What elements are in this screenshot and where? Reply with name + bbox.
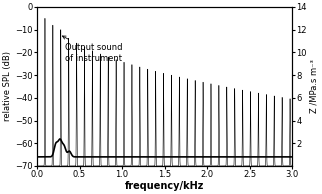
Text: Output sound
of instrument: Output sound of instrument bbox=[62, 36, 123, 63]
Y-axis label: relative SPL (dB): relative SPL (dB) bbox=[4, 51, 13, 121]
Y-axis label: Z /MPa.s m⁻³: Z /MPa.s m⁻³ bbox=[309, 60, 318, 113]
X-axis label: frequency/kHz: frequency/kHz bbox=[125, 181, 204, 191]
